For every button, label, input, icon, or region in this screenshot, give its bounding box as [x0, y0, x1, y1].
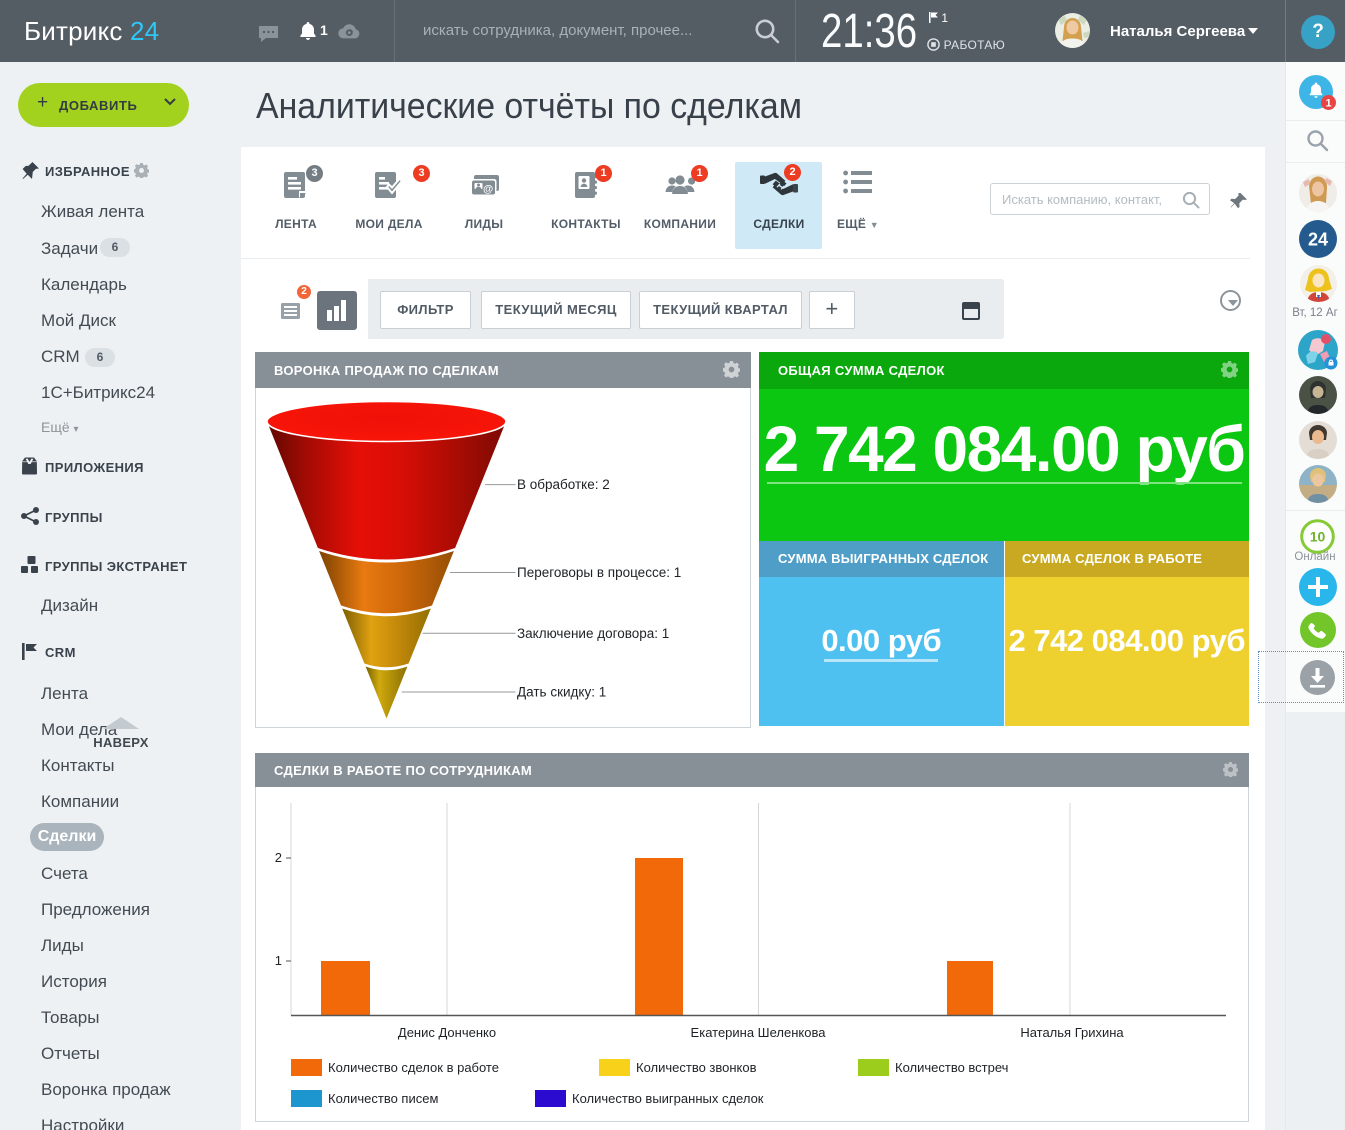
svg-text:24: 24 — [1308, 230, 1328, 250]
svg-text:10: 10 — [1310, 529, 1326, 545]
svg-text:1: 1 — [275, 953, 282, 968]
svg-text:Переговоры в процессе: 1: Переговоры в процессе: 1 — [517, 565, 681, 580]
svg-text:Заключение договора: 1: Заключение договора: 1 — [517, 626, 669, 641]
svg-text:@: @ — [483, 183, 493, 195]
svg-text:2: 2 — [275, 850, 282, 865]
svg-text:Количество писем: Количество писем — [328, 1091, 438, 1106]
svg-text:Екатерина Шеленкова: Екатерина Шеленкова — [691, 1025, 827, 1040]
svg-text:В обработке: 2: В обработке: 2 — [517, 477, 610, 492]
svg-text:Количество выигранных сделок: Количество выигранных сделок — [572, 1091, 764, 1106]
svg-text:Денис Донченко: Денис Донченко — [398, 1025, 496, 1040]
svg-text:1: 1 — [1325, 98, 1331, 110]
svg-text:Наталья Грихина: Наталья Грихина — [1020, 1025, 1124, 1040]
svg-text:Количество звонков: Количество звонков — [636, 1060, 757, 1075]
svg-text:Дать скидку: 1: Дать скидку: 1 — [517, 685, 606, 700]
svg-text:Количество сделок в работе: Количество сделок в работе — [328, 1060, 499, 1075]
svg-text:Количество встреч: Количество встреч — [895, 1060, 1008, 1075]
